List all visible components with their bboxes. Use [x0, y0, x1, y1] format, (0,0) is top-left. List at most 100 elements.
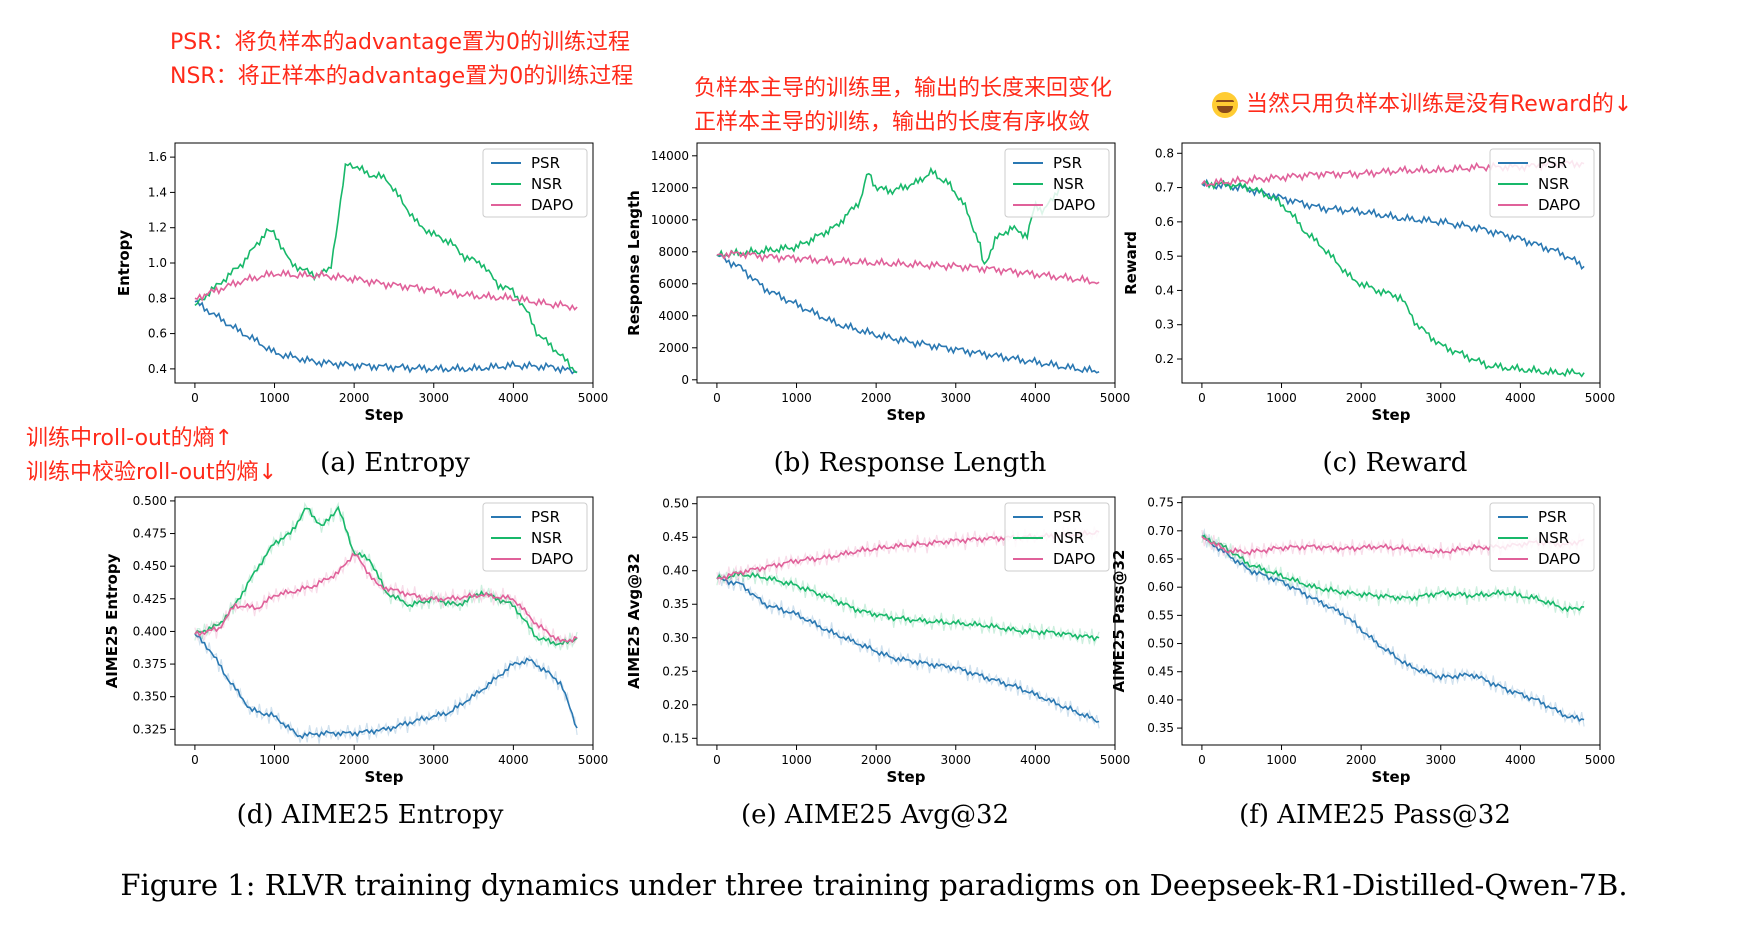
- series-line-dapo: [194, 552, 578, 644]
- x-axis-label: Step: [887, 406, 926, 424]
- y-tick-label: 0.400: [133, 624, 167, 638]
- series-line-psr: [194, 300, 578, 375]
- y-tick-label: 0.25: [662, 664, 689, 678]
- series-line-psr: [1201, 534, 1585, 723]
- legend-box: [482, 502, 588, 572]
- x-tick-label: 4000: [1505, 391, 1536, 405]
- y-tick-label: 0.375: [133, 657, 167, 671]
- y-axis-label: Response Length: [625, 190, 643, 336]
- y-tick-label: 0.35: [662, 597, 689, 611]
- legend-label-dapo: DAPO: [1053, 196, 1095, 214]
- y-tick-label: 1.2: [148, 221, 167, 235]
- y-tick-label: 0.75: [1147, 496, 1174, 510]
- x-axis-label: Step: [365, 406, 404, 424]
- x-tick-label: 4000: [1505, 753, 1536, 767]
- laughing-emoji-icon: [1212, 92, 1238, 118]
- legend-box: [1004, 502, 1110, 572]
- legend-box: [1489, 148, 1595, 218]
- x-tick-label: 4000: [1020, 753, 1051, 767]
- series-line-psr: [716, 576, 1100, 723]
- y-tick-label: 0.20: [662, 698, 689, 712]
- y-tick-label: 6000: [658, 277, 689, 291]
- x-tick-label: 5000: [1100, 753, 1131, 767]
- legend-label-nsr: NSR: [531, 175, 562, 193]
- x-axis-label: Step: [887, 768, 926, 786]
- x-tick-label: 1000: [781, 391, 812, 405]
- plot-frame: [1181, 496, 1601, 746]
- y-tick-label: 0.4: [148, 362, 167, 376]
- series-line-nsr: [716, 166, 1061, 266]
- annotation-reward-text: 当然只用负样本训练是没有Reward的↓: [1246, 92, 1633, 117]
- y-tick-label: 1.0: [148, 256, 167, 270]
- annotation-entropy-note-1: 训练中roll-out的熵↑: [26, 426, 234, 451]
- legend-box: [482, 148, 588, 218]
- x-tick-label: 1000: [259, 391, 290, 405]
- x-tick-label: 4000: [498, 391, 529, 405]
- x-tick-label: 0: [191, 753, 199, 767]
- y-tick-label: 0.60: [1147, 580, 1174, 594]
- y-tick-label: 0.30: [662, 631, 689, 645]
- legend-label-nsr: NSR: [1538, 529, 1569, 547]
- series-line-dapo: [716, 249, 1100, 285]
- y-tick-label: 8000: [658, 245, 689, 259]
- caption-a: (a) Entropy: [320, 448, 470, 478]
- y-tick-label: 0.8: [1155, 146, 1174, 160]
- y-axis-label: AIME25 Entropy: [103, 553, 121, 688]
- annotation-reward-note: 当然只用负样本训练是没有Reward的↓: [1212, 88, 1632, 122]
- legend-label-dapo: DAPO: [531, 550, 573, 568]
- x-tick-label: 3000: [940, 753, 971, 767]
- y-tick-label: 0.450: [133, 559, 167, 573]
- y-tick-label: 0.40: [662, 564, 689, 578]
- x-tick-label: 5000: [1100, 391, 1131, 405]
- x-tick-label: 5000: [578, 391, 609, 405]
- x-axis-label: Step: [1372, 768, 1411, 786]
- y-tick-label: 0.8: [148, 291, 167, 305]
- x-tick-label: 3000: [940, 391, 971, 405]
- y-tick-label: 4000: [658, 309, 689, 323]
- y-tick-label: 0.6: [148, 327, 167, 341]
- y-tick-label: 0.6: [1155, 215, 1174, 229]
- x-tick-label: 2000: [339, 753, 370, 767]
- annotation-length-note-1: 负样本主导的训练里，输出的长度来回变化: [694, 76, 1113, 101]
- y-tick-label: 0.350: [133, 690, 167, 704]
- series-line-nsr: [716, 570, 1100, 642]
- x-axis-label: Step: [365, 768, 404, 786]
- x-tick-label: 2000: [1346, 391, 1377, 405]
- x-tick-label: 0: [1198, 391, 1206, 405]
- caption-b: (b) Response Length: [773, 448, 1047, 478]
- series-line-psr: [716, 254, 1100, 374]
- x-tick-label: 1000: [259, 753, 290, 767]
- legend-label-psr: PSR: [1053, 508, 1082, 526]
- legend-label-dapo: DAPO: [1053, 550, 1095, 568]
- x-tick-label: 1000: [1266, 391, 1297, 405]
- y-tick-label: 0.4: [1155, 283, 1174, 297]
- caption-e: (e) AIME25 Avg@32: [740, 800, 1010, 830]
- y-tick-label: 1.4: [148, 185, 167, 199]
- y-tick-label: 0.40: [1147, 693, 1174, 707]
- x-tick-label: 3000: [418, 391, 449, 405]
- y-tick-label: 10000: [651, 213, 689, 227]
- series-line-dapo: [194, 268, 578, 312]
- plot-frame: [1181, 142, 1601, 384]
- plot-frame: [174, 496, 594, 746]
- y-tick-label: 0.7: [1155, 181, 1174, 195]
- y-tick-label: 0.325: [133, 722, 167, 736]
- y-axis-label: Entropy: [115, 230, 133, 297]
- y-tick-label: 0.50: [662, 497, 689, 511]
- x-axis-label: Step: [1372, 406, 1411, 424]
- y-tick-label: 0.475: [133, 527, 167, 541]
- legend-label-psr: PSR: [1538, 508, 1567, 526]
- annotation-length-note-2: 正样本主导的训练，输出的长度有序收敛: [694, 110, 1091, 135]
- caption-d: (d) AIME25 Entropy: [236, 800, 504, 830]
- x-tick-label: 1000: [1266, 753, 1297, 767]
- y-tick-label: 0.15: [662, 731, 689, 745]
- legend-label-psr: PSR: [1053, 154, 1082, 172]
- y-axis-label: Reward: [1122, 231, 1140, 295]
- y-axis-label: AIME25 Avg@32: [625, 553, 643, 689]
- y-tick-label: 0.2: [1155, 352, 1174, 366]
- legend-label-psr: PSR: [531, 154, 560, 172]
